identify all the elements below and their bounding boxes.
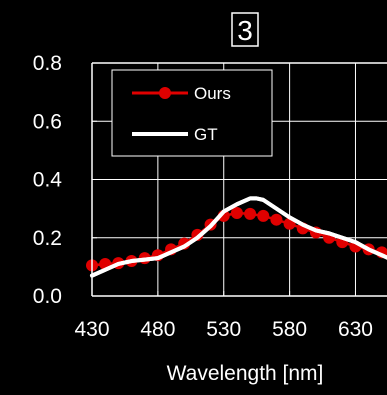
y-tick-label: 0.6 (33, 110, 62, 133)
y-tick-label: 0.2 (33, 227, 62, 250)
x-axis-label: Wavelength [nm] (167, 362, 324, 385)
x-tick-label: 430 (74, 318, 109, 341)
legend-marker-ours (159, 87, 171, 99)
chart-title: 3 (237, 15, 253, 46)
legend-box (111, 69, 273, 157)
x-tick-label: 630 (338, 318, 373, 341)
title-box (231, 12, 259, 47)
data-point-ours (257, 209, 270, 222)
plot-area (86, 196, 387, 278)
y-tick-label: 0.4 (33, 169, 63, 192)
axes: 0.0 0.2 0.4 0.6 0.8 430 480 530 580 630 Wavelength… (33, 52, 387, 385)
data-point-ours (244, 207, 257, 220)
data-point-ours (230, 206, 243, 219)
y-tick-label: 0.8 (33, 52, 62, 75)
y-tick-label: 0.0 (33, 285, 62, 308)
x-tick-label: 580 (272, 318, 307, 341)
series-line-gt-overlay (90, 196, 387, 278)
data-point-ours (270, 213, 283, 226)
title-group: 3 (231, 12, 259, 47)
legend-label-gt: GT (194, 125, 218, 144)
x-tick-label: 480 (140, 318, 175, 341)
legend-label-ours: Ours (194, 84, 231, 103)
legend: Ours GT (111, 69, 273, 157)
x-tick-label: 530 (206, 318, 241, 341)
